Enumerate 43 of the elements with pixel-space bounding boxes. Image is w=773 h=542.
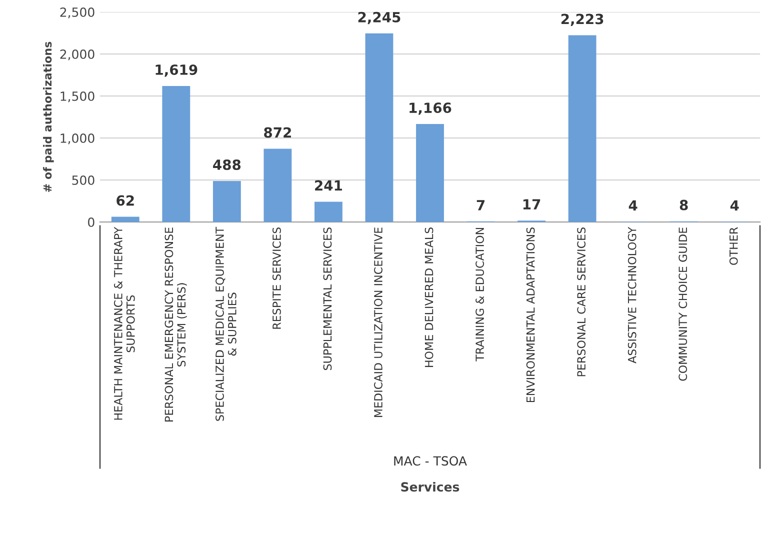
y-tick-label: 2,500: [60, 7, 94, 18]
data-label: 8: [680, 200, 688, 210]
x-tick-label: PERSONAL CARE SERVICES: [577, 227, 586, 376]
data-label: 1,619: [156, 64, 198, 77]
y-tick-label: 1,500: [60, 91, 94, 102]
y-tick-label: 2,000: [60, 49, 94, 60]
y-tick-label: 0: [88, 217, 94, 227]
y-axis-title: # of paid authorizations: [43, 42, 54, 192]
x-tick-label: SPECIALIZED MEDICAL EQUIPMENT & SUPPLIES: [216, 226, 236, 421]
x-tick-label: COMMUNITY CHOICE GUIDE: [678, 228, 688, 381]
x-tick-label: MEDICAID UTILIZATION INCENTIVE: [374, 228, 382, 417]
bar: [111, 216, 140, 222]
data-label: 4: [628, 200, 638, 210]
x-tick-label: OTHER: [729, 227, 738, 265]
y-tick-label: 1,000: [60, 133, 94, 144]
data-label: 62: [116, 195, 134, 206]
data-label: 1,166: [410, 102, 452, 115]
bar: [416, 124, 444, 222]
data-label: 2,245: [358, 12, 400, 24]
bar: [162, 86, 190, 222]
x-tick-label: ENVIRONMENTAL ADAPTATIONS: [526, 227, 535, 402]
x-tick-label: HOME DELIVERED MEALS: [424, 227, 434, 367]
data-label: 2,223: [561, 14, 604, 26]
data-label: 241: [315, 180, 342, 191]
data-label: 17: [523, 199, 540, 210]
x-tick-label: HEALTH MAINTENANCE & THERAPY SUPPORTS: [114, 226, 135, 420]
bar: [365, 33, 394, 222]
y-tick-label: 500: [72, 175, 94, 185]
x-axis-title: Services: [401, 482, 460, 492]
x-tick-label: TRAINING & EDUCATION: [476, 228, 484, 362]
data-label: 488: [213, 159, 241, 170]
x-tick-label: SUPPLEMENTAL SERVICES: [323, 227, 332, 370]
data-label: 872: [264, 127, 291, 138]
bar: [568, 35, 596, 222]
data-label: 4: [730, 200, 739, 210]
x-tick-label: ASSISTIVE TECHNOLOGY: [628, 226, 636, 364]
bar: [314, 202, 342, 222]
bar: [264, 148, 292, 222]
x-tick-label: RESPITE SERVICES: [272, 227, 281, 329]
x-tick-label: PERSONAL EMERGENCY RESPONSE SYSTEM (PERS): [164, 228, 187, 422]
bar: [212, 181, 241, 222]
data-label: 7: [476, 200, 484, 210]
text: MAC - TSOA: [394, 456, 467, 466]
